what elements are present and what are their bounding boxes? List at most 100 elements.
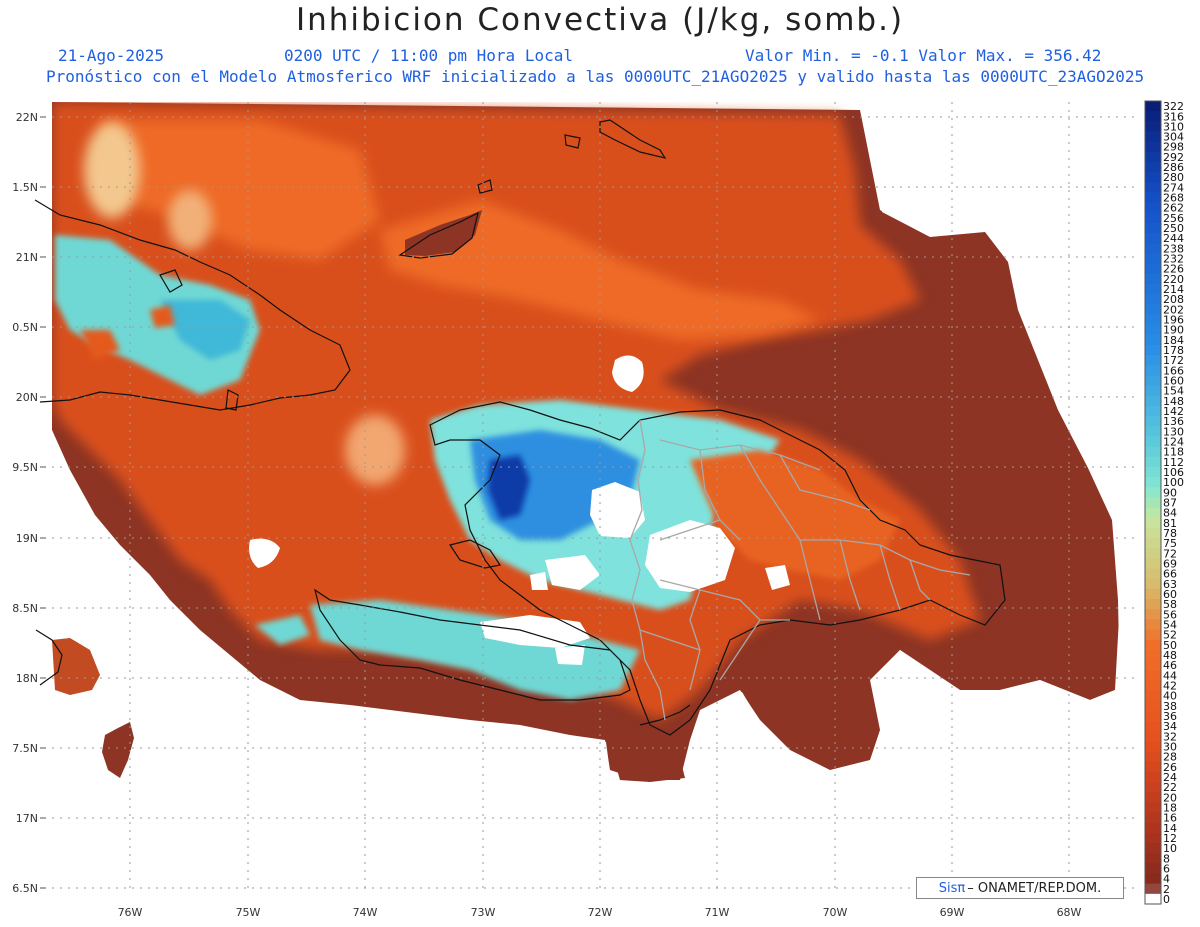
colorbar-label: 0 xyxy=(1163,893,1170,906)
colorbar-label: 24 xyxy=(1163,771,1177,784)
colorbar-label: 28 xyxy=(1163,751,1177,764)
colorbar-label: 18 xyxy=(1163,801,1177,814)
colorbar-label: 44 xyxy=(1163,669,1177,682)
colorbar-swatch xyxy=(1145,324,1161,336)
colorbar-swatch xyxy=(1145,385,1161,397)
colorbar-label: 66 xyxy=(1163,568,1177,581)
colorbar-swatch xyxy=(1145,405,1161,417)
colorbar-swatch xyxy=(1145,101,1161,112)
colorbar-label: 78 xyxy=(1163,527,1177,540)
colorbar-label: 190 xyxy=(1163,324,1184,337)
colorbar-label: 40 xyxy=(1163,690,1177,703)
nodata-6 xyxy=(612,355,644,392)
field-orange-dr xyxy=(690,450,900,580)
colorbar-swatch xyxy=(1145,832,1161,844)
colorbar-swatch xyxy=(1145,873,1161,885)
colorbar-swatch xyxy=(1145,741,1161,752)
colorbar-swatch xyxy=(1145,314,1161,326)
colorbar-swatch xyxy=(1145,751,1161,763)
colorbar-swatch xyxy=(1145,375,1161,386)
lat-label: 8.5N xyxy=(12,602,38,615)
lat-label: 20N xyxy=(16,391,38,404)
colorbar-label: 130 xyxy=(1163,425,1184,438)
credit-text: – ONAMET/REP.DOM. xyxy=(967,880,1102,896)
colorbar-label: 52 xyxy=(1163,629,1177,642)
colorbar-label: 142 xyxy=(1163,405,1184,418)
colorbar-label: 16 xyxy=(1163,812,1177,825)
colorbar-swatch xyxy=(1145,527,1161,539)
colorbar-label: 50 xyxy=(1163,639,1177,652)
colorbar-swatch xyxy=(1145,619,1161,630)
colorbar-label: 196 xyxy=(1163,314,1184,327)
colorbar-label: 90 xyxy=(1163,486,1177,499)
colorbar-label: 2 xyxy=(1163,883,1170,896)
nodata-3 xyxy=(545,555,600,590)
colorbar-swatch xyxy=(1145,558,1161,569)
colorbar-label: 60 xyxy=(1163,588,1177,601)
colorbar-swatch xyxy=(1145,660,1161,671)
lon-label: 72W xyxy=(588,906,613,919)
colorbar-label: 208 xyxy=(1163,293,1184,306)
colorbar-label: 250 xyxy=(1163,222,1184,235)
colorbar-swatch xyxy=(1145,487,1161,498)
value-range: Valor Min. = -0.1 Valor Max. = 356.42 xyxy=(745,46,1102,65)
nodata-9 xyxy=(530,572,548,590)
colorbar-swatch xyxy=(1145,202,1161,214)
colorbar-swatch xyxy=(1145,395,1161,407)
colorbar-swatch xyxy=(1145,334,1161,346)
lat-label: 18N xyxy=(16,672,38,685)
islands-north xyxy=(405,210,482,256)
colorbar-label: 32 xyxy=(1163,730,1177,743)
colorbar-swatch xyxy=(1145,568,1161,580)
colorbar-swatch xyxy=(1145,853,1161,864)
colorbar-label: 106 xyxy=(1163,466,1184,479)
field-pale-3 xyxy=(345,415,405,485)
colorbar-label: 20 xyxy=(1163,791,1177,804)
colorbar-label: 4 xyxy=(1163,873,1170,886)
lat-label: 17N xyxy=(16,812,38,825)
colorbar-label: 298 xyxy=(1163,141,1184,154)
field-orange-cuba xyxy=(80,305,175,360)
colorbar-swatch xyxy=(1145,172,1161,183)
field-blue-cuba xyxy=(160,300,250,360)
colorbar-swatch xyxy=(1145,283,1161,295)
colorbar-label: 184 xyxy=(1163,334,1184,347)
colorbar-swatch xyxy=(1145,731,1161,742)
colorbar-swatch xyxy=(1145,721,1161,732)
lon-label: 68W xyxy=(1057,906,1082,919)
colorbar-label: 72 xyxy=(1163,547,1177,560)
colorbar-label: 256 xyxy=(1163,212,1184,225)
field-pale-2 xyxy=(168,190,212,250)
colorbar-swatch xyxy=(1145,690,1161,702)
colorbar-label: 56 xyxy=(1163,608,1177,621)
colorbar-swatch xyxy=(1145,822,1161,834)
colorbar-label: 322 xyxy=(1163,100,1184,113)
colorbar-swatch xyxy=(1145,131,1161,143)
colorbar-swatch xyxy=(1145,700,1161,712)
colorbar-label: 292 xyxy=(1163,151,1184,164)
colorbar-swatch xyxy=(1145,212,1161,224)
lat-label: 7.5N xyxy=(12,742,38,755)
colorbar-label: 46 xyxy=(1163,659,1177,672)
colorbar-swatch xyxy=(1145,893,1161,905)
colorbar-swatch xyxy=(1145,141,1161,153)
colorbar-swatch xyxy=(1145,639,1161,651)
colorbar-label: 100 xyxy=(1163,476,1184,489)
colorbar-swatch xyxy=(1145,426,1161,437)
colorbar-label: 30 xyxy=(1163,740,1177,753)
colorbar-swatch xyxy=(1145,710,1161,722)
colorbar-label: 81 xyxy=(1163,517,1177,530)
lat-label: 6.5N xyxy=(12,882,38,895)
field-teal-south xyxy=(310,600,640,700)
colorbar-swatch xyxy=(1145,161,1161,173)
colorbar-swatch xyxy=(1145,416,1161,427)
colorbar-swatch xyxy=(1145,497,1161,508)
colorbar-label: 26 xyxy=(1163,761,1177,774)
colorbar-swatch xyxy=(1145,222,1161,234)
lat-label: 22N xyxy=(16,111,38,124)
coastlines xyxy=(34,119,1006,736)
colorbar-label: 124 xyxy=(1163,436,1184,449)
field-pale-1 xyxy=(84,122,140,218)
colorbar-swatch xyxy=(1145,253,1161,265)
